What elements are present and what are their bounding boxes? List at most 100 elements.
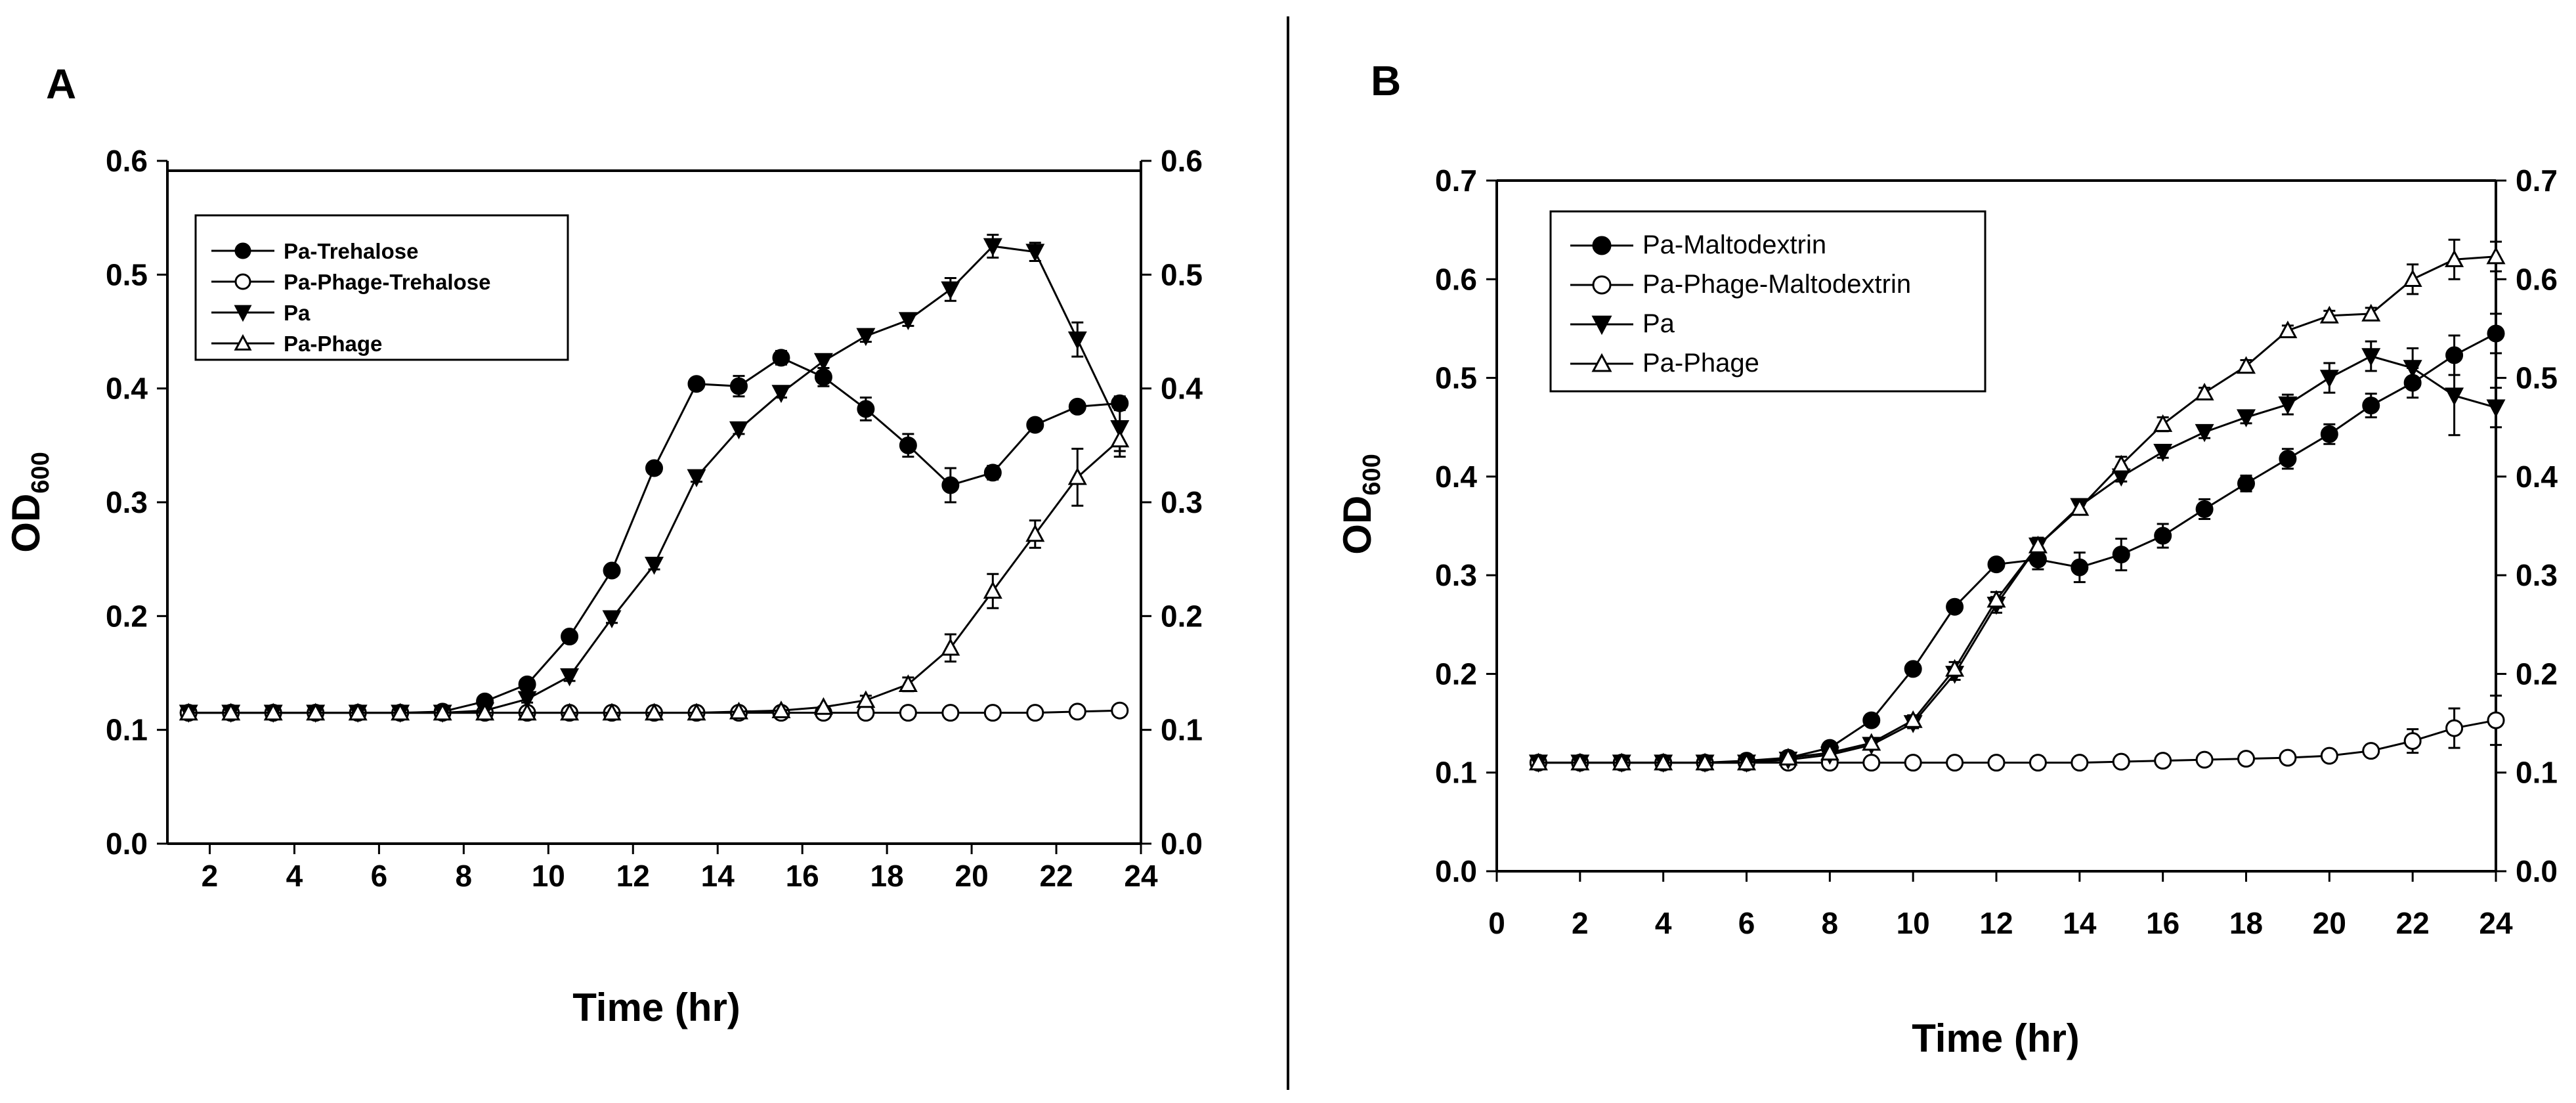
panel-b-point [2237, 409, 2256, 427]
panel-b-x-tick-label: 0 [1488, 906, 1505, 940]
panel-b-point [2362, 397, 2380, 415]
panel-b-legend-marker [1592, 275, 1612, 295]
panel-b-legend-entries: Pa-Maltodextrin Pa-Phage-Maltodextrin Pa Pa… [1570, 230, 1911, 378]
panel-b-point [1904, 660, 1922, 678]
panel-b-y-tick-label: 0.5 [1435, 361, 1477, 395]
panel-b-x-tick-label: 22 [2396, 906, 2430, 940]
panel-b-point [1570, 752, 1590, 771]
panel-b-point [1986, 590, 2006, 608]
panel-a-point [1025, 524, 1045, 542]
panel-a-point [1068, 397, 1086, 416]
panel-a-point [856, 328, 876, 347]
panel-a-point [517, 691, 537, 710]
panel-a-x-tick-label: 10 [532, 859, 565, 893]
panel-a-legend-marker [234, 242, 251, 259]
panel-b-x-tick-label: 2 [1572, 906, 1589, 940]
panel-a-point [1025, 244, 1045, 262]
panel-b-point [2195, 423, 2214, 443]
panel-b-legend-label: Pa [1642, 309, 1675, 338]
panel-b-point [2361, 303, 2381, 322]
panel-a-point [729, 377, 748, 395]
panel-b-legend-label: Pa-Phage [1642, 349, 1759, 378]
panel-b-x-tick-label: 12 [1979, 906, 2013, 940]
panel-b-legend-label: Pa-Phage-Maltodextrin [1642, 270, 1911, 299]
panel-a-point [263, 703, 283, 721]
panel-b-point [1987, 754, 2006, 772]
panel-b-y-axis-title-main: OD [1335, 496, 1379, 555]
panel-b-point [2278, 320, 2298, 339]
panel-a-series-line [188, 357, 1120, 714]
panel-a-point [941, 638, 960, 656]
panel-b-legend: Pa-Maltodextrin Pa-Phage-Maltodextrin Pa Pa… [1549, 210, 1986, 393]
panel-b-x-axis-title: Time (hr) [1912, 1016, 2080, 1060]
panel-b-point [2195, 500, 2214, 518]
panel-a-point [983, 464, 1002, 482]
panel-a-legend-entry: Pa-Trehalose [211, 239, 418, 263]
panel-b-point [2486, 246, 2506, 265]
panel-b-series-line [1538, 255, 2497, 764]
panel-b-x-tick-label: 8 [1822, 906, 1839, 940]
panel-b-point [1612, 752, 1631, 771]
panel-b-y-tick-label: 0.1 [1435, 756, 1477, 790]
panel-a-x-tick-label: 18 [870, 859, 904, 893]
panel-b-legend-label: Pa-Maltodextrin [1642, 230, 1826, 259]
panel-a-point [898, 312, 918, 330]
panel-a-legend-label: Pa-Trehalose [284, 239, 418, 263]
panel-a-point [560, 703, 580, 721]
panel-a-point [603, 561, 621, 580]
panel-b-point [2486, 399, 2506, 418]
panel-a-point [1110, 429, 1130, 448]
panel-a-point [1111, 701, 1129, 720]
panel-a-y-tick-label: 0.5 [106, 257, 148, 292]
panel-b-point [2279, 450, 2297, 468]
panel-b-y2-tick-label: 0.3 [2516, 558, 2558, 592]
panel-b-y2-tick-label: 0.5 [2516, 361, 2558, 395]
panel-b-series-line [1538, 332, 2497, 764]
panel-b-y-axis-title-subscript: 600 [1358, 454, 1386, 495]
panel-b-point [2403, 732, 2422, 750]
panel-b-point [1862, 754, 1881, 772]
panel-b-x-tick-label: 16 [2146, 906, 2179, 940]
panel-b-point [1904, 754, 1922, 772]
panel-b-point [2403, 360, 2422, 378]
panel-b-point [2237, 750, 2255, 768]
panel-b-point [2362, 742, 2380, 760]
panel-a-legend-entry: Pa [211, 301, 311, 325]
panel-a-point [433, 703, 452, 721]
panel-b-y-axis-title: OD600 [1335, 454, 1386, 554]
panel-a-y2-tick-label: 0.3 [1161, 485, 1203, 519]
panel-b-point [1736, 752, 1757, 771]
panel-a-legend-label: Pa-Phage-Trehalose [284, 270, 490, 294]
panel-a-point [306, 703, 326, 721]
panel-a-y-tick-label: 0.0 [106, 827, 148, 861]
panel-b-legend-entry: Pa-Phage [1570, 349, 1759, 378]
chart-panel-a: A 2 4 6 8 10 12 14 16 18 20 22 240.00.10.20.30.40.5… [4, 60, 1203, 1029]
panel-a-point [644, 703, 664, 721]
panel-b-point [2154, 752, 2172, 770]
panel-a-point [687, 703, 706, 721]
panel-b-point [2445, 249, 2464, 267]
panel-a-point [729, 701, 748, 720]
panel-a-label: A [46, 60, 76, 108]
panel-b-point [1946, 597, 1964, 616]
panel-a-point [772, 349, 790, 367]
panel-a-legend-entry: Pa-Phage [211, 332, 382, 356]
panel-a-legend: Pa-Trehalose Pa-Phage-Trehalose Pa Pa-Phage [194, 214, 569, 361]
panel-a-point [475, 703, 495, 721]
panel-a-series [179, 234, 1130, 723]
panel-b-y2-tick-label: 0.2 [2516, 657, 2558, 691]
panel-b-x-tick-label: 4 [1655, 906, 1672, 940]
panel-a-x-tick-label: 22 [1039, 859, 1073, 893]
panel-b-point [2070, 498, 2090, 516]
panel-a-point [561, 628, 579, 646]
panel-b-point [1695, 752, 1715, 771]
panel-a-series-pa-phage [179, 422, 1130, 721]
panel-b-point [2237, 474, 2255, 492]
panel-a-x-tick-label: 6 [371, 859, 388, 893]
panel-b-point [1987, 555, 2006, 574]
panel-a-point [941, 476, 960, 494]
panel-b-series-line [1538, 355, 2497, 764]
panel-b-y2-tick-label: 0.1 [2516, 756, 2558, 790]
panel-b-series [1528, 238, 2506, 773]
